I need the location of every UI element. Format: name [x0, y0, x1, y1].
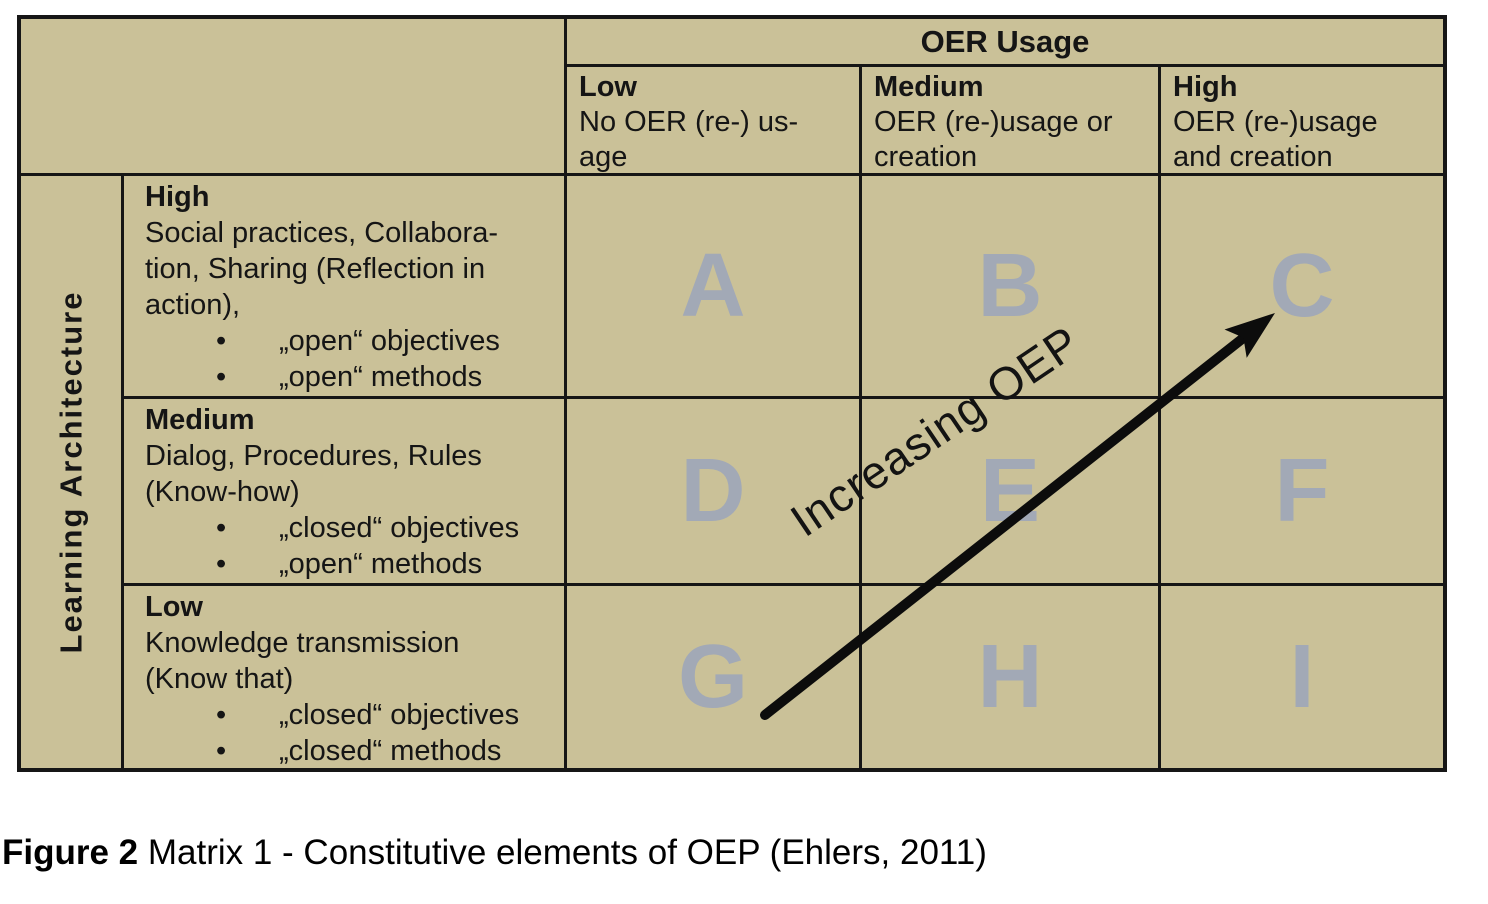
- column-header-high: High OER (re-)usage and creation: [1161, 67, 1443, 173]
- column-level-label: High: [1173, 71, 1238, 103]
- bullet-item: • „open“ methods: [145, 359, 558, 395]
- row-header-low: Low Knowledge transmission (Know that) •…: [124, 586, 564, 768]
- row-desc-line: action),: [145, 289, 241, 321]
- corner-cell: [21, 19, 564, 173]
- bullet-dot-icon: •: [216, 361, 227, 393]
- column-desc-line: age: [579, 141, 628, 173]
- matrix-cell-e: E: [862, 399, 1158, 583]
- bullet-dot-icon: •: [216, 735, 227, 767]
- bullet-item: • „closed“ methods: [145, 733, 558, 768]
- row-level-label: High: [145, 181, 210, 213]
- row-desc-line: tion, Sharing (Reflection in: [145, 253, 486, 285]
- cell-letter: G: [677, 627, 748, 727]
- cell-letter: I: [1289, 627, 1315, 727]
- bullet-text: „open“ methods: [279, 361, 483, 393]
- row-desc-line: (Know-how): [145, 476, 300, 508]
- bullet-dot-icon: •: [216, 325, 227, 357]
- row-desc-line: Dialog, Procedures, Rules: [145, 440, 482, 472]
- row-desc-line: Knowledge transmission: [145, 627, 460, 659]
- matrix-cell-b: B: [862, 176, 1158, 396]
- column-desc-line: No OER (re-) us-: [579, 106, 799, 138]
- cell-letter: B: [977, 236, 1043, 336]
- column-header-low: Low No OER (re-) us- age: [567, 67, 859, 173]
- bullet-text: „open“ methods: [279, 548, 483, 580]
- learning-architecture-label: Learning Architecture: [53, 290, 89, 654]
- cell-letter: C: [1269, 236, 1335, 336]
- column-desc-line: and creation: [1173, 141, 1333, 173]
- bullet-item: • „open“ methods: [145, 546, 558, 582]
- figure-caption: Figure 2 Matrix 1 - Constitutive element…: [2, 833, 987, 873]
- column-desc-line: OER (re-)usage: [1173, 106, 1378, 138]
- column-desc-line: creation: [874, 141, 978, 173]
- cell-letter: F: [1274, 441, 1330, 541]
- bullet-text: „closed“ methods: [279, 735, 502, 767]
- matrix-cell-g: G: [567, 586, 859, 768]
- matrix-cell-h: H: [862, 586, 1158, 768]
- oer-usage-title: OER Usage: [920, 23, 1090, 59]
- bullet-text: „open“ objectives: [279, 325, 500, 357]
- figure-caption-label: Figure 2: [2, 833, 139, 872]
- row-header-high: High Social practices, Collabora- tion, …: [124, 176, 564, 396]
- row-desc-line: Social practices, Collabora-: [145, 217, 498, 249]
- cell-letter: A: [680, 236, 746, 336]
- cell-letter: E: [979, 441, 1041, 541]
- column-desc-line: OER (re-)usage or: [874, 106, 1113, 138]
- matrix-cell-f: F: [1161, 399, 1443, 583]
- bullet-item: • „closed“ objectives: [145, 510, 558, 546]
- row-level-label: Low: [145, 591, 203, 623]
- bullet-dot-icon: •: [216, 512, 227, 544]
- oep-matrix-table: OER Usage Low No OER (re-) us- age Mediu…: [17, 15, 1447, 772]
- row-level-label: Medium: [145, 404, 255, 436]
- column-header-medium: Medium OER (re-)usage or creation: [862, 67, 1158, 173]
- learning-architecture-cell: Learning Architecture: [21, 176, 121, 768]
- matrix-cell-a: A: [567, 176, 859, 396]
- cell-letter: H: [977, 627, 1043, 727]
- oer-usage-header: OER Usage: [567, 19, 1443, 64]
- bullet-item: • „closed“ objectives: [145, 697, 558, 733]
- bullet-dot-icon: •: [216, 548, 227, 580]
- column-level-label: Low: [579, 71, 637, 103]
- bullet-dot-icon: •: [216, 699, 227, 731]
- figure-caption-text: Matrix 1 - Constitutive elements of OEP …: [138, 833, 987, 872]
- bullet-text: „closed“ objectives: [279, 699, 520, 731]
- column-level-label: Medium: [874, 71, 984, 103]
- matrix-cell-d: D: [567, 399, 859, 583]
- bullet-item: • „open“ objectives: [145, 323, 558, 359]
- cell-letter: D: [680, 441, 746, 541]
- bullet-text: „closed“ objectives: [279, 512, 520, 544]
- matrix-cell-i: I: [1161, 586, 1443, 768]
- matrix-cell-c: C: [1161, 176, 1443, 396]
- row-header-medium: Medium Dialog, Procedures, Rules (Know-h…: [124, 399, 564, 583]
- row-desc-line: (Know that): [145, 663, 294, 695]
